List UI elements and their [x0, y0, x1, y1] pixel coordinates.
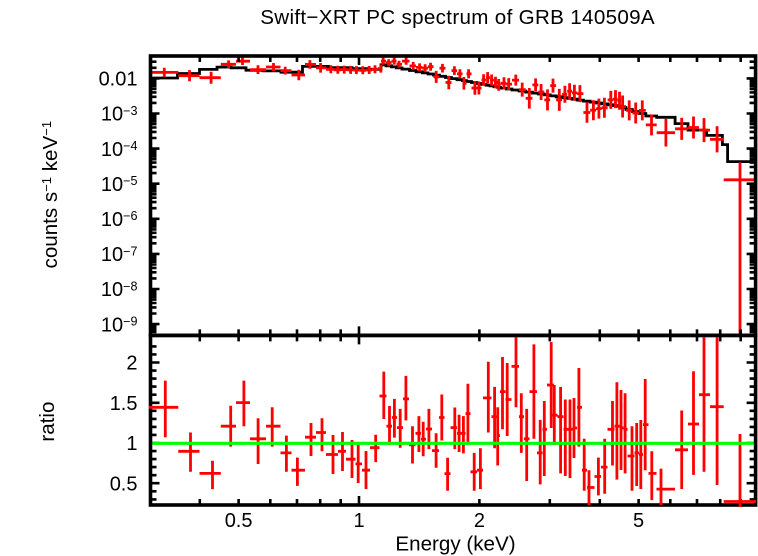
svg-text:ratio: ratio — [36, 402, 59, 442]
svg-text:0.01: 0.01 — [99, 69, 138, 91]
svg-text:Swift−XRT PC spectrum of GRB 1: Swift−XRT PC spectrum of GRB 140509A — [260, 6, 655, 29]
svg-text:1: 1 — [126, 433, 137, 455]
svg-text:counts s−1 keV−1: counts s−1 keV−1 — [39, 121, 62, 269]
svg-text:1.5: 1.5 — [110, 393, 138, 415]
svg-text:5: 5 — [633, 510, 644, 532]
svg-text:1: 1 — [353, 510, 364, 532]
svg-text:0.5: 0.5 — [110, 473, 138, 495]
svg-text:2: 2 — [126, 353, 137, 375]
svg-text:Energy (keV): Energy (keV) — [395, 532, 515, 555]
svg-text:2: 2 — [474, 510, 485, 532]
svg-text:0.5: 0.5 — [225, 510, 253, 532]
